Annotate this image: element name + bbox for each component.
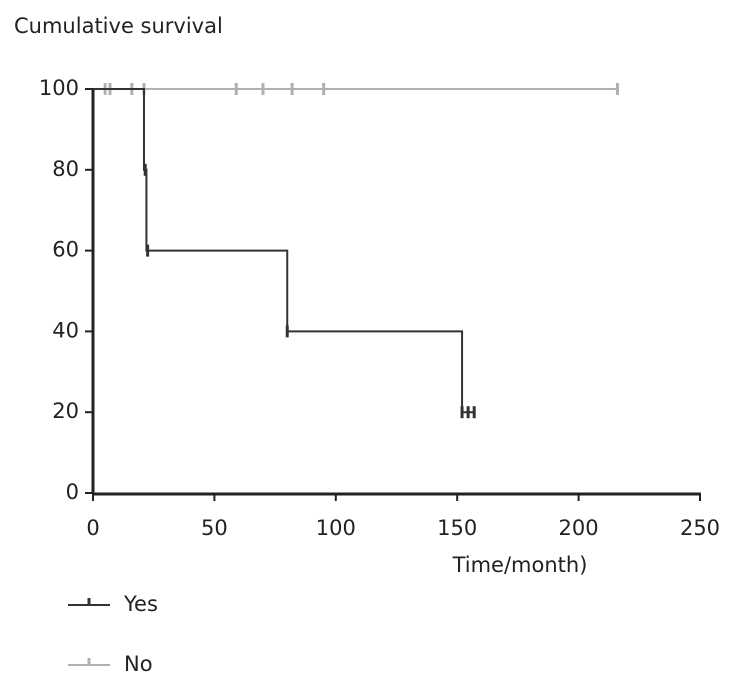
x-tick-label: 250 [680,516,720,540]
legend-label: Yes [123,592,158,616]
x-tick-label: 100 [316,516,356,540]
x-axis-label: Time/month) [452,553,588,577]
y-tick-label: 60 [52,238,79,262]
y-tick-label: 40 [52,318,79,342]
survival-line [93,88,475,414]
x-tick-label: 50 [201,516,228,540]
y-tick-label: 80 [52,157,79,181]
x-tick-label: 150 [437,516,477,540]
y-axis-label: Cumulative survival [14,14,223,38]
y-tick-label: 0 [66,480,79,504]
y-tick-label: 100 [39,76,79,100]
x-tick-label: 200 [559,516,599,540]
legend-label: No [124,652,153,676]
x-tick-label: 0 [86,516,99,540]
y-tick-label: 20 [52,399,79,423]
